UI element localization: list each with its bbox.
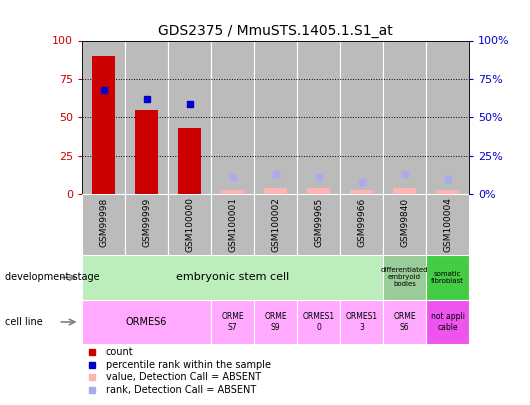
Text: GSM99840: GSM99840 [400,198,409,247]
Bar [383,40,426,194]
Bar [297,300,340,344]
Text: value, Detection Call = ABSENT: value, Detection Call = ABSENT [106,373,261,382]
Bar [383,300,426,344]
Bar [383,255,426,300]
Text: ORMES6: ORMES6 [126,317,167,327]
Text: GSM100004: GSM100004 [443,198,452,252]
Text: embryonic stem cell: embryonic stem cell [176,273,289,282]
Bar [82,300,211,344]
Bar [426,300,469,344]
Bar [254,194,297,255]
Bar [211,300,254,344]
Bar [340,300,383,344]
Text: differentiated
embryoid
bodies: differentiated embryoid bodies [381,267,428,288]
Text: not appli
cable: not appli cable [430,312,465,332]
Bar [82,194,125,255]
Bar [211,194,254,255]
Bar [254,300,297,344]
Bar [297,40,340,194]
Text: count: count [106,347,134,357]
Bar [82,40,125,194]
Text: GSM100000: GSM100000 [185,198,194,252]
Text: cell line: cell line [5,317,43,327]
Bar [426,194,469,255]
Bar [264,188,287,194]
Bar [383,194,426,255]
Bar [340,40,383,194]
Text: somatic
fibroblast: somatic fibroblast [431,271,464,284]
Bar [221,190,244,194]
Text: ORMES1
0: ORMES1 0 [303,312,334,332]
Bar [254,40,297,194]
Bar [168,40,211,194]
Text: rank, Detection Call = ABSENT: rank, Detection Call = ABSENT [106,385,256,395]
Text: GSM99999: GSM99999 [142,198,151,247]
Text: GSM99965: GSM99965 [314,198,323,247]
Text: GSM99998: GSM99998 [99,198,108,247]
Text: ORME
S9: ORME S9 [264,312,287,332]
Bar [125,194,168,255]
Bar [125,40,168,194]
Text: GSM100002: GSM100002 [271,198,280,252]
Bar [82,255,404,300]
Bar [307,188,330,194]
Text: ORMES1
3: ORMES1 3 [346,312,378,332]
Bar [426,255,469,300]
Bar [178,128,201,194]
Bar [211,40,254,194]
Text: ORME
S6: ORME S6 [393,312,416,332]
Text: GSM100001: GSM100001 [228,198,237,252]
Bar [426,40,469,194]
Text: GSM99966: GSM99966 [357,198,366,247]
Text: percentile rank within the sample: percentile rank within the sample [106,360,271,370]
Bar [92,56,116,194]
Bar [340,194,383,255]
Text: ORME
S7: ORME S7 [222,312,244,332]
Bar [135,110,158,194]
Bar [168,194,211,255]
Bar [350,190,374,194]
Text: development stage: development stage [5,273,100,282]
Bar [393,188,417,194]
Title: GDS2375 / MmuSTS.1405.1.S1_at: GDS2375 / MmuSTS.1405.1.S1_at [158,24,393,38]
Bar [436,190,460,194]
Bar [297,194,340,255]
